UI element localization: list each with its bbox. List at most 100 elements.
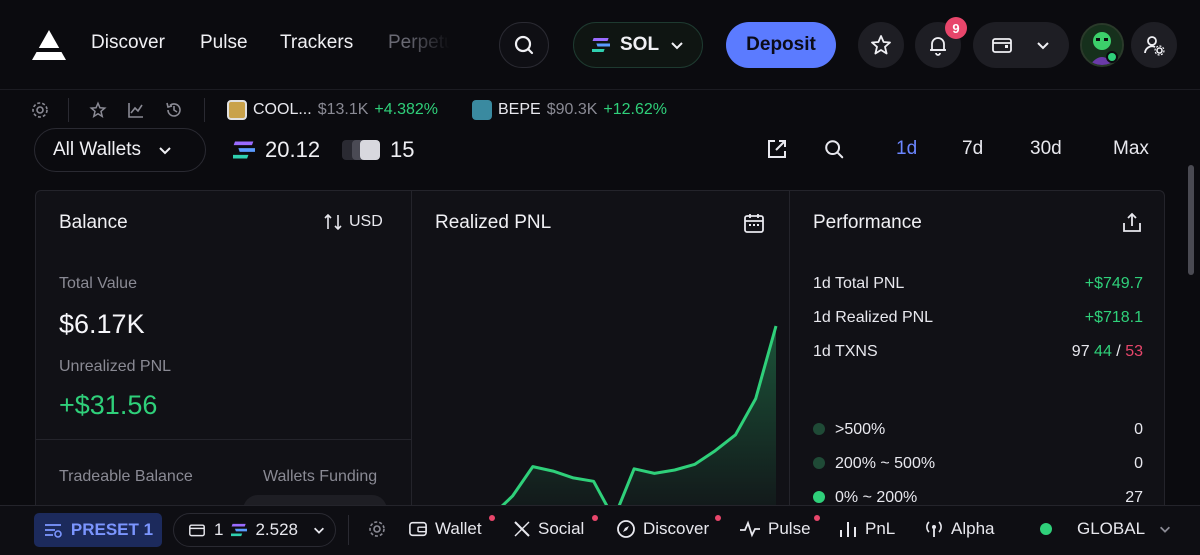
currency-label: USD [349, 213, 383, 230]
watchlist-button[interactable] [858, 22, 904, 68]
ticker-divider [204, 98, 205, 122]
share-icon[interactable] [1121, 212, 1143, 234]
bottom-nav-pnl[interactable]: PnL [838, 519, 895, 539]
bucket-label-wrap: 200% ~ 500% [813, 455, 935, 473]
region-status-dot [1040, 523, 1052, 535]
bar-chart-icon [840, 522, 856, 537]
solana-icon [592, 38, 610, 52]
wallet-filter-label: All Wallets [53, 139, 141, 160]
nav-link-pulse[interactable]: Pulse [200, 32, 248, 53]
realized-pnl-chart [473, 325, 778, 519]
token-bepe-icon [472, 100, 492, 120]
token-cool-icon [227, 100, 247, 120]
realized-pnl-title: Realized PNL [435, 212, 552, 233]
wallet-icon [409, 521, 427, 537]
total-value: $6.17K [59, 309, 145, 339]
active-wallet-select[interactable]: 1 2.528 [173, 513, 336, 547]
star-icon [89, 101, 107, 118]
wallet-icon [992, 38, 1012, 53]
pulse-notification-dot [814, 515, 820, 521]
swap-vertical-icon [324, 213, 342, 231]
region-select[interactable]: GLOBAL [1040, 519, 1172, 539]
active-wallet-sol: 2.528 [255, 520, 299, 539]
nav-link-trackers[interactable]: Trackers [280, 32, 354, 53]
ticker-token-cool[interactable]: COOL... $13.1K +4.382% [227, 100, 438, 120]
wallet-menu-button[interactable] [973, 22, 1069, 68]
ticker-settings-button[interactable] [30, 100, 50, 120]
bottom-nav-label: Wallet [435, 519, 482, 538]
bottom-nav-label: Pulse [768, 519, 811, 538]
gear-icon [32, 102, 48, 118]
avatar[interactable] [1080, 23, 1124, 67]
balance-card: Balance USD Total Value $6.17K Unrealize… [36, 191, 412, 519]
ticker-history-button[interactable] [164, 100, 184, 120]
star-icon [871, 35, 891, 55]
txns-values: 97 44 / 53 [1072, 343, 1143, 361]
ticker-token-bepe[interactable]: BEPE $90.3K +12.62% [472, 100, 667, 120]
perf-row-label: 1d Total PNL [813, 275, 905, 292]
deposit-button[interactable]: Deposit [726, 22, 836, 68]
perf-row-realized-pnl: 1d Realized PNL +$718.1 [813, 309, 1143, 327]
total-value-label: Total Value [59, 275, 137, 292]
bottom-nav-wallet[interactable]: Wallet [408, 519, 482, 539]
bottom-nav-pulse[interactable]: Pulse [739, 519, 811, 539]
calendar-icon[interactable] [743, 212, 765, 234]
chart-line-icon [128, 103, 143, 118]
search-button[interactable] [499, 22, 549, 68]
ticker-watchlist-button[interactable] [88, 100, 108, 120]
performance-card: Performance 1d Total PNL +$749.7 1d Real… [790, 191, 1164, 519]
wallet-filter-select[interactable]: All Wallets [34, 128, 206, 172]
range-tab-30d[interactable]: 30d [1030, 138, 1062, 159]
wallet-notification-dot [489, 515, 495, 521]
range-tab-max[interactable]: Max [1113, 138, 1149, 159]
bottom-nav-social[interactable]: Social [513, 519, 584, 539]
bottom-nav-discover[interactable]: Discover [616, 519, 709, 539]
pulse-icon [740, 520, 760, 538]
bottom-nav-label: Alpha [951, 519, 995, 538]
bucket-label: 200% ~ 500% [835, 455, 936, 472]
range-tab-1d[interactable]: 1d [896, 138, 918, 159]
pnl-bucket-row: >500% 0 [813, 421, 1143, 439]
chevron-down-icon [159, 147, 171, 155]
performance-title: Performance [813, 212, 922, 233]
realized-pnl-card: Realized PNL [412, 191, 790, 519]
preset-button[interactable]: PRESET 1 [34, 513, 162, 547]
region-label: GLOBAL [1077, 519, 1146, 538]
solana-icon [231, 523, 248, 537]
chevron-down-icon [671, 42, 683, 50]
broadcast-icon [926, 521, 942, 537]
user-gear-icon [1144, 36, 1165, 56]
bucket-dot [813, 491, 825, 503]
discover-notification-dot [715, 515, 721, 521]
unrealized-pnl-value: +$31.56 [59, 390, 158, 420]
balance-divider [36, 439, 412, 440]
perf-row-txns: 1d TXNS 97 44 / 53 [813, 343, 1143, 361]
social-notification-dot [592, 515, 598, 521]
bucket-count: 27 [1125, 489, 1143, 506]
tradeable-balance-label: Tradeable Balance [59, 468, 193, 485]
nav-link-discover[interactable]: Discover [91, 32, 165, 53]
txns-separator: / [1116, 343, 1121, 360]
nav-link-perpetuals[interactable]: Perpetuals [388, 32, 450, 53]
bucket-dot [813, 457, 825, 469]
active-wallet-count: 1 [214, 520, 224, 539]
range-tab-7d[interactable]: 7d [962, 138, 984, 159]
account-settings-button[interactable] [1131, 22, 1177, 68]
external-link-icon[interactable] [766, 138, 788, 160]
ticker-trending-button[interactable] [126, 100, 146, 120]
sol-balance-value: 20.12 [265, 137, 321, 162]
bucket-label-wrap: >500% [813, 421, 885, 439]
page-scrollbar[interactable] [1188, 165, 1194, 275]
perf-row-value: +$749.7 [1084, 275, 1143, 292]
ticker-divider [68, 98, 69, 122]
wallet-icon [189, 524, 205, 537]
chevron-down-icon [1160, 526, 1171, 533]
axiom-logo[interactable] [30, 28, 68, 62]
pnl-series-line [473, 325, 778, 519]
search-icon[interactable] [823, 138, 845, 160]
preset-label: PRESET 1 [70, 520, 154, 539]
currency-toggle[interactable]: USD [323, 213, 383, 231]
chain-selector[interactable]: SOL [573, 22, 703, 68]
gear-icon[interactable] [368, 520, 386, 538]
bottom-nav-alpha[interactable]: Alpha [924, 519, 994, 539]
